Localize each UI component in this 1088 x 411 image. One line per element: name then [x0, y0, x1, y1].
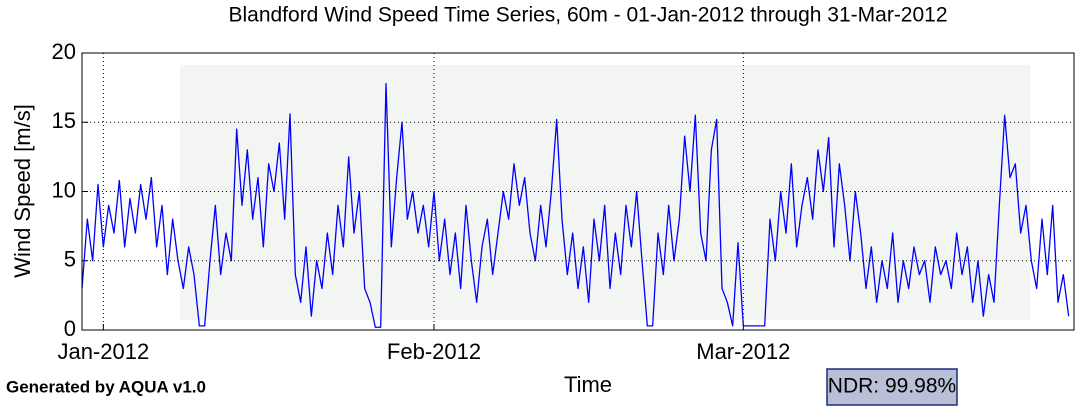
y-tick-label: 15 [52, 108, 76, 133]
x-tick-label: Feb-2012 [387, 339, 481, 364]
chart-title: Blandford Wind Speed Time Series, 60m - … [228, 4, 947, 27]
x-tick-label: Jan-2012 [57, 339, 149, 364]
y-tick-label: 5 [64, 247, 76, 272]
ndr-box [826, 368, 958, 406]
y-tick-label: 10 [52, 177, 76, 202]
generated-note: Generated by AQUA v1.0 [6, 377, 206, 396]
x-tick-label: Mar-2012 [696, 339, 790, 364]
y-tick-label: 20 [52, 39, 76, 64]
y-axis-label: Wind Speed [m/s] [10, 104, 35, 278]
axes-box [81, 52, 1075, 331]
ndr-label: NDR: 99.98% [828, 375, 956, 398]
watermark [180, 65, 1030, 320]
x-axis-label: Time [564, 372, 612, 397]
wind-speed-line [81, 82, 1070, 328]
y-tick-label: 0 [64, 316, 76, 341]
